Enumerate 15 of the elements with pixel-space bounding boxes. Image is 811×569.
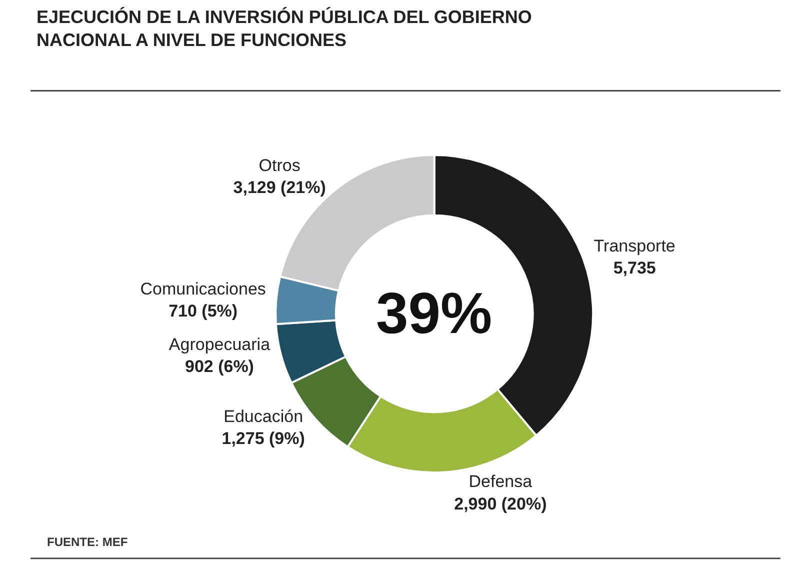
slice-label: Comunicaciones	[140, 279, 266, 298]
slice-label: Otros	[258, 156, 300, 175]
data-label: 2,990 (20%)	[454, 494, 547, 514]
data-label: 5,735	[613, 258, 656, 278]
text: 39%	[376, 281, 492, 346]
data-label: 1,275 (9%)	[222, 429, 305, 448]
data-label: 710 (5%)	[168, 302, 238, 321]
slice-label: Defensa	[468, 472, 533, 492]
data-label: 3,129 (21%)	[233, 178, 326, 197]
slice-label: Educación	[224, 407, 304, 426]
chart-title: EJECUCIÓN DE LA INVERSIÓN PÚBLICA DEL GOBIERNO NACIONAL A NIVEL DE FUNCIONES	[36, 6, 532, 50]
source-note: FUENTE: MEF	[47, 535, 128, 549]
slice-label: Transporte	[594, 236, 676, 256]
slice-label: Agropecuaria	[168, 335, 271, 354]
data-label: 902 (6%)	[184, 357, 254, 376]
